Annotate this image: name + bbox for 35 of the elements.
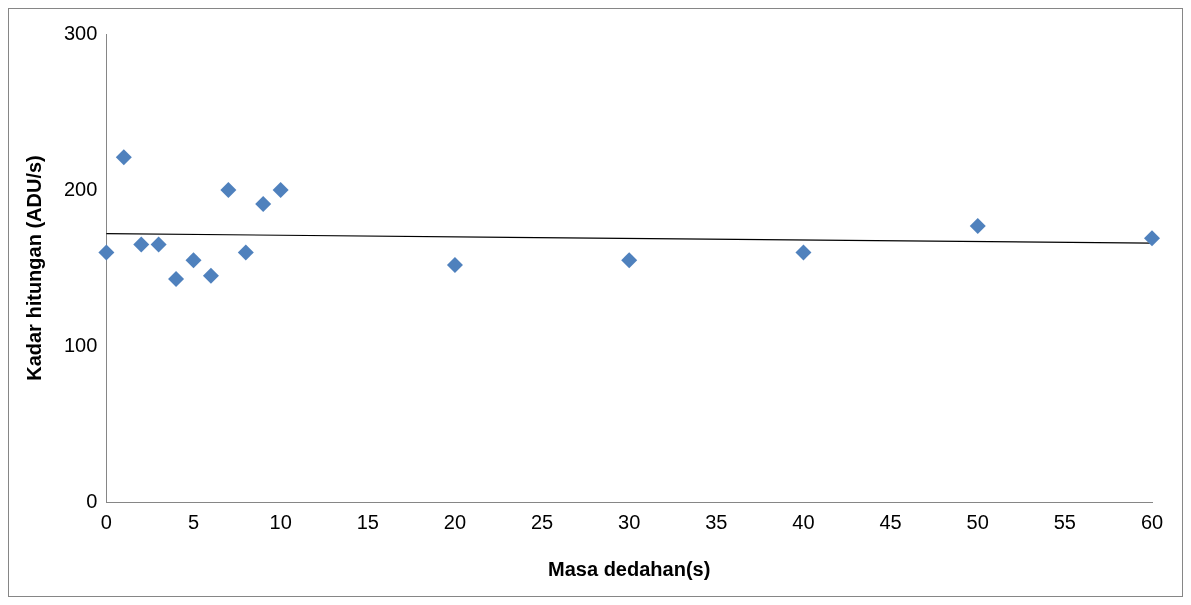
point — [220, 182, 237, 198]
y-tick-label: 300 — [63, 21, 98, 44]
x-tick-label: 55 — [1053, 510, 1076, 533]
point — [150, 236, 167, 253]
point — [202, 267, 219, 284]
point — [969, 217, 986, 234]
x-tick-label: 0 — [100, 510, 112, 533]
y-tick-label: 200 — [63, 177, 98, 200]
point — [185, 252, 202, 269]
point — [115, 149, 132, 166]
x-axis-title: Masa dedahan(s) — [548, 557, 711, 580]
point — [237, 244, 254, 261]
x-tick-label: 10 — [269, 510, 292, 533]
point — [133, 236, 150, 253]
point — [795, 244, 812, 261]
point — [446, 256, 463, 273]
x-tick-label: 25 — [530, 510, 554, 533]
point — [98, 244, 115, 261]
x-tick-label: 40 — [792, 510, 815, 533]
y-tick-label: 0 — [86, 489, 98, 512]
x-tick-label: 20 — [443, 510, 467, 533]
x-tick-label: 15 — [356, 510, 379, 533]
point — [168, 270, 185, 287]
y-tick-label: 100 — [63, 333, 98, 356]
x-tick-label: 60 — [1140, 510, 1164, 533]
point — [272, 182, 289, 198]
point — [1144, 230, 1160, 247]
x-tick-label: 5 — [187, 510, 200, 533]
x-tick-label: 35 — [705, 510, 728, 533]
y-axis-title: Kadar hitungan (ADU/s) — [22, 155, 45, 381]
point — [621, 252, 638, 269]
x-tick-label: 50 — [966, 510, 989, 533]
x-tick-label: 45 — [879, 510, 902, 533]
x-tick-label: 30 — [618, 510, 641, 533]
point — [255, 196, 272, 213]
